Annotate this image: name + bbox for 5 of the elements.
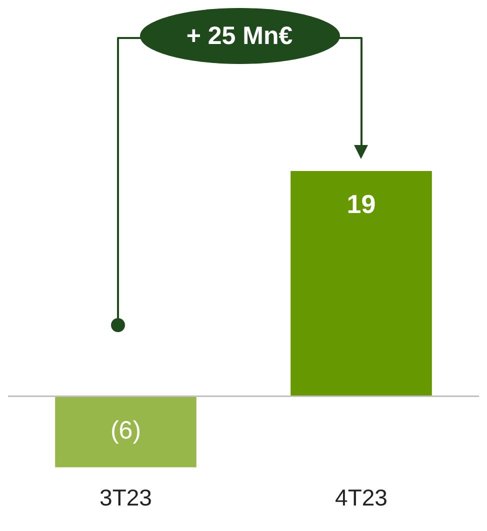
x-tick-label: 4T23	[335, 484, 388, 511]
data-label: 19	[346, 189, 376, 220]
x-tick-label: 3T23	[100, 484, 152, 511]
text: + 25 Mn€	[140, 8, 340, 64]
data-label: (6)	[110, 416, 142, 445]
